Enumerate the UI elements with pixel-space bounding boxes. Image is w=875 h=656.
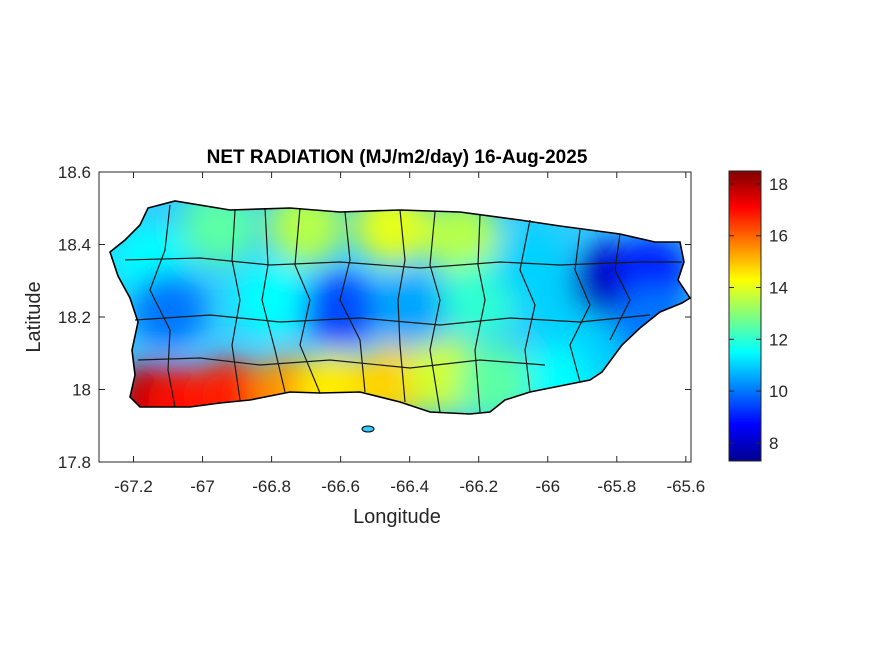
x-axis-label: Longitude	[353, 506, 441, 528]
heat-region-11	[130, 271, 207, 348]
x-axis-ticks: -67.2 -67 -66.8 -66.6 -66.4 -66.2 -66 -65.8 -65.…	[114, 172, 705, 496]
y-axis-label: Latitude	[23, 281, 45, 352]
x-tick-label: -66.4	[390, 477, 429, 496]
island-heatmap	[110, 201, 690, 414]
y-tick-label: 17.8	[58, 453, 91, 472]
heat-region-17	[371, 271, 448, 348]
x-tick-label: -66.8	[252, 477, 291, 496]
y-axis-ticks: 17.8 18 18.2 18.4 18.6	[58, 163, 691, 472]
x-tick-label: -65.8	[597, 477, 636, 496]
y-tick-label: 18.2	[58, 308, 91, 327]
y-tick-label: 18.6	[58, 163, 91, 182]
municipality-boundaries	[124, 204, 682, 413]
colorbar-ticks: 8 10 12 14 16 18	[729, 175, 788, 453]
islet-caja-de-muertos	[361, 425, 375, 433]
colorbar-tick-label: 8	[769, 434, 778, 453]
x-tick-label: -67	[190, 477, 215, 496]
x-tick-label: -66.6	[321, 477, 360, 496]
y-tick-label: 18.4	[58, 236, 91, 255]
x-tick-label: -66.2	[459, 477, 498, 496]
heat-region-15	[302, 271, 379, 348]
chart-title: NET RADIATION (MJ/m2/day) 16-Aug-2025	[207, 147, 588, 168]
colorbar-tick-label: 16	[769, 227, 788, 246]
colorbar-tick-label: 14	[769, 279, 788, 298]
x-tick-label: -65.6	[666, 477, 705, 496]
heat-region-2	[192, 358, 269, 414]
colorbar	[728, 170, 762, 462]
colorbar-tick-label: 18	[769, 175, 788, 194]
island-outline	[109, 200, 692, 415]
x-tick-label: -66	[535, 477, 560, 496]
x-tick-label: -67.2	[114, 477, 153, 496]
colorbar-tick-label: 10	[769, 382, 788, 401]
heat-region-13	[233, 260, 310, 337]
y-tick-label: 18	[72, 381, 91, 400]
colorbar-tick-label: 12	[769, 330, 788, 349]
